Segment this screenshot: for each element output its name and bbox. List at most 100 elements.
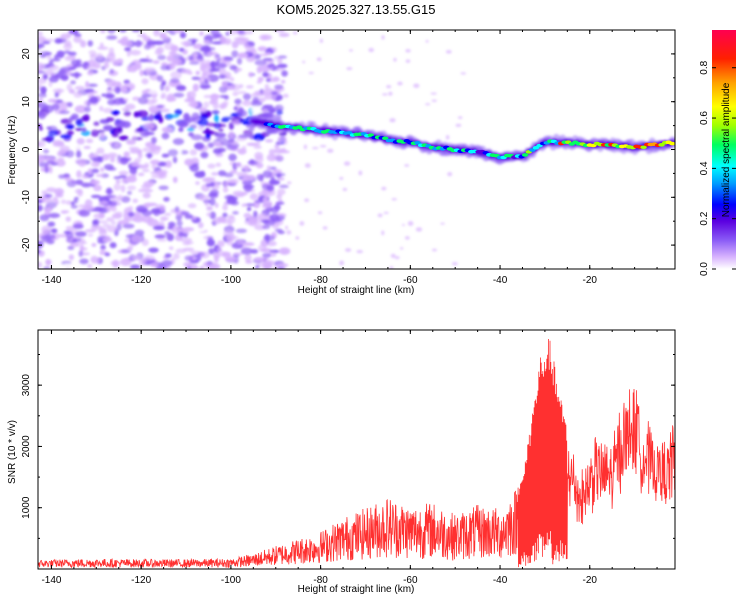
spectrogram-cell bbox=[261, 34, 273, 41]
spectrogram-cell bbox=[311, 146, 319, 150]
spectrogram-cell bbox=[93, 184, 102, 192]
spectrogram-cell bbox=[158, 185, 169, 191]
spectrogram-cell bbox=[246, 142, 259, 146]
spectrogram-cell bbox=[92, 62, 101, 69]
spectrogram-cell bbox=[237, 30, 245, 35]
spectrogram-cell bbox=[175, 84, 187, 91]
spectrogram-cell bbox=[281, 79, 286, 84]
spectrogram-y-label: Frequency (Hz) bbox=[7, 116, 18, 185]
spectrogram-cell bbox=[198, 194, 210, 202]
spectrogram-cell bbox=[38, 102, 48, 109]
spectrogram-cell bbox=[131, 30, 141, 33]
spectrogram-cell bbox=[172, 156, 178, 164]
spectrogram-cell bbox=[211, 172, 219, 176]
spectrogram-cell bbox=[129, 49, 142, 56]
spectrogram-cell bbox=[167, 114, 180, 118]
spectrogram-cell bbox=[224, 256, 237, 262]
spectrogram-cell bbox=[284, 225, 289, 230]
spectrogram-cell bbox=[38, 111, 46, 120]
spectrogram-cell bbox=[199, 81, 211, 90]
spectrogram-cell bbox=[42, 73, 48, 80]
spectrogram-cell bbox=[253, 210, 258, 219]
spectrogram-cell bbox=[259, 99, 266, 103]
spectrogram-peak bbox=[414, 141, 421, 145]
spectrogram-cell bbox=[148, 247, 159, 253]
snr-frame bbox=[37, 329, 676, 570]
spectrogram-cell bbox=[209, 197, 216, 206]
spectrogram-cell bbox=[154, 234, 166, 239]
spectrogram-cell bbox=[99, 167, 105, 172]
spectrogram-cell bbox=[218, 217, 227, 222]
spectrogram-cell bbox=[129, 264, 141, 269]
spectrogram-cell bbox=[79, 40, 87, 48]
spectrogram-cell bbox=[178, 47, 185, 52]
spectrogram-cell bbox=[236, 36, 247, 45]
spectrogram-cell bbox=[183, 40, 190, 48]
spectrogram-cell bbox=[104, 60, 109, 68]
spectrogram-cell bbox=[160, 64, 169, 71]
spectrogram-cell bbox=[38, 92, 47, 98]
spectrogram-cell bbox=[399, 247, 404, 250]
spectrogram-cell bbox=[107, 152, 118, 158]
spectrogram-cell bbox=[95, 52, 104, 60]
spectrogram-cell bbox=[199, 114, 209, 120]
spectrogram-cell bbox=[73, 91, 83, 98]
spectrogram-cell bbox=[215, 62, 227, 69]
spectrogram-cell bbox=[249, 193, 259, 201]
spectrogram-cell bbox=[213, 142, 221, 147]
spectrogram-cell bbox=[122, 223, 135, 229]
spectrogram-cell bbox=[242, 184, 255, 190]
spectrogram-cell bbox=[218, 74, 226, 79]
spectrogram-cell bbox=[54, 92, 59, 98]
spectrogram-cell bbox=[139, 69, 144, 77]
spectrogram-cell bbox=[264, 52, 273, 56]
spectrogram-cell bbox=[97, 46, 109, 51]
spectrogram-cell bbox=[209, 211, 217, 220]
spectrogram-cell bbox=[292, 31, 298, 35]
spectrogram-cell bbox=[206, 59, 211, 67]
spectrogram-cell bbox=[187, 103, 198, 107]
spectrogram-cell bbox=[82, 127, 87, 133]
spectrogram-cell bbox=[199, 31, 204, 36]
spectrogram-cell bbox=[151, 136, 157, 144]
spectrogram-cell bbox=[54, 38, 63, 44]
spectrogram-cell bbox=[234, 98, 242, 105]
spectrogram-cell bbox=[155, 170, 165, 175]
spectrogram-cell bbox=[251, 93, 256, 97]
spectrogram-cell bbox=[203, 40, 211, 44]
spectrogram-cell bbox=[440, 222, 445, 225]
spectrogram-cell bbox=[95, 173, 104, 178]
spectrogram-cell bbox=[66, 130, 74, 136]
spectrogram-cell bbox=[188, 90, 197, 99]
spectrogram-cell bbox=[90, 160, 101, 168]
spectrogram-cell bbox=[42, 149, 50, 154]
spectrogram-cell bbox=[87, 263, 93, 269]
spectrogram-cell bbox=[56, 151, 63, 157]
spectrogram-cell bbox=[89, 96, 99, 104]
spectrogram-cell bbox=[91, 168, 100, 174]
spectrogram-cell bbox=[187, 203, 197, 209]
spectrogram-cell bbox=[148, 113, 155, 122]
spectrogram-cell bbox=[75, 179, 84, 185]
spectrogram-cell bbox=[236, 171, 248, 177]
spectrogram-cell bbox=[139, 58, 149, 63]
spectrogram-cell bbox=[209, 99, 216, 106]
spectrogram-cell bbox=[59, 145, 70, 153]
spectrogram-cell bbox=[261, 203, 273, 209]
spectrogram-cell bbox=[81, 174, 89, 180]
spectrogram-cell bbox=[176, 211, 182, 216]
spectrogram-cell bbox=[212, 102, 220, 110]
spectrogram-cell bbox=[317, 211, 323, 215]
spectrogram-cell bbox=[143, 122, 156, 130]
spectrogram-cell bbox=[368, 47, 375, 53]
spectrogram-cell bbox=[143, 180, 155, 188]
spectrogram-cell bbox=[167, 221, 176, 228]
spectrogram-cell bbox=[157, 54, 167, 61]
spectrogram-cell bbox=[46, 187, 57, 193]
spectrogram-cell bbox=[445, 134, 450, 140]
spectrogram-cell bbox=[38, 140, 46, 148]
x-tick-label: -40 bbox=[493, 575, 508, 586]
spectrogram-cell bbox=[150, 262, 159, 268]
spectrogram-cell bbox=[139, 129, 150, 138]
spectrogram-cell bbox=[41, 238, 49, 243]
